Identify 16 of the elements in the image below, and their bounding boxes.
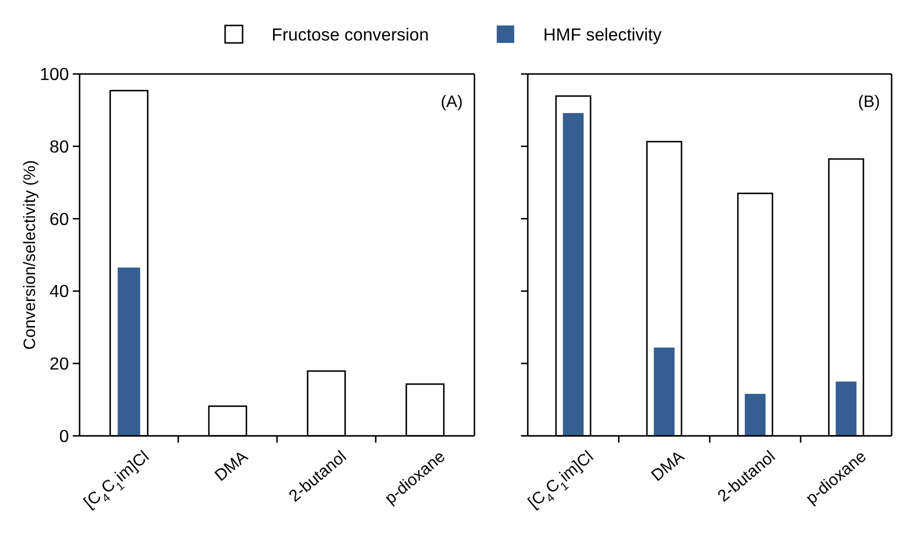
y-tick-label: 40: [49, 281, 70, 302]
y-tick-label: 20: [49, 354, 70, 374]
y-tick-label: 0: [59, 426, 70, 446]
legend-label: HMF selectivity: [543, 24, 662, 44]
bar: [744, 394, 766, 436]
annotation: (B): [858, 92, 880, 111]
bar: [836, 382, 856, 436]
bar: [654, 348, 675, 436]
annotation: (A): [440, 92, 463, 111]
y-tick-label: 60: [49, 208, 70, 229]
legend-label: Fructose conversion: [272, 24, 429, 44]
bar: [562, 113, 584, 436]
y-axis-title: Conversion/selectivity (%): [20, 160, 39, 350]
y-tick-label: 80: [49, 136, 70, 156]
y-tick-label: 100: [40, 64, 70, 84]
bar: [118, 268, 140, 436]
